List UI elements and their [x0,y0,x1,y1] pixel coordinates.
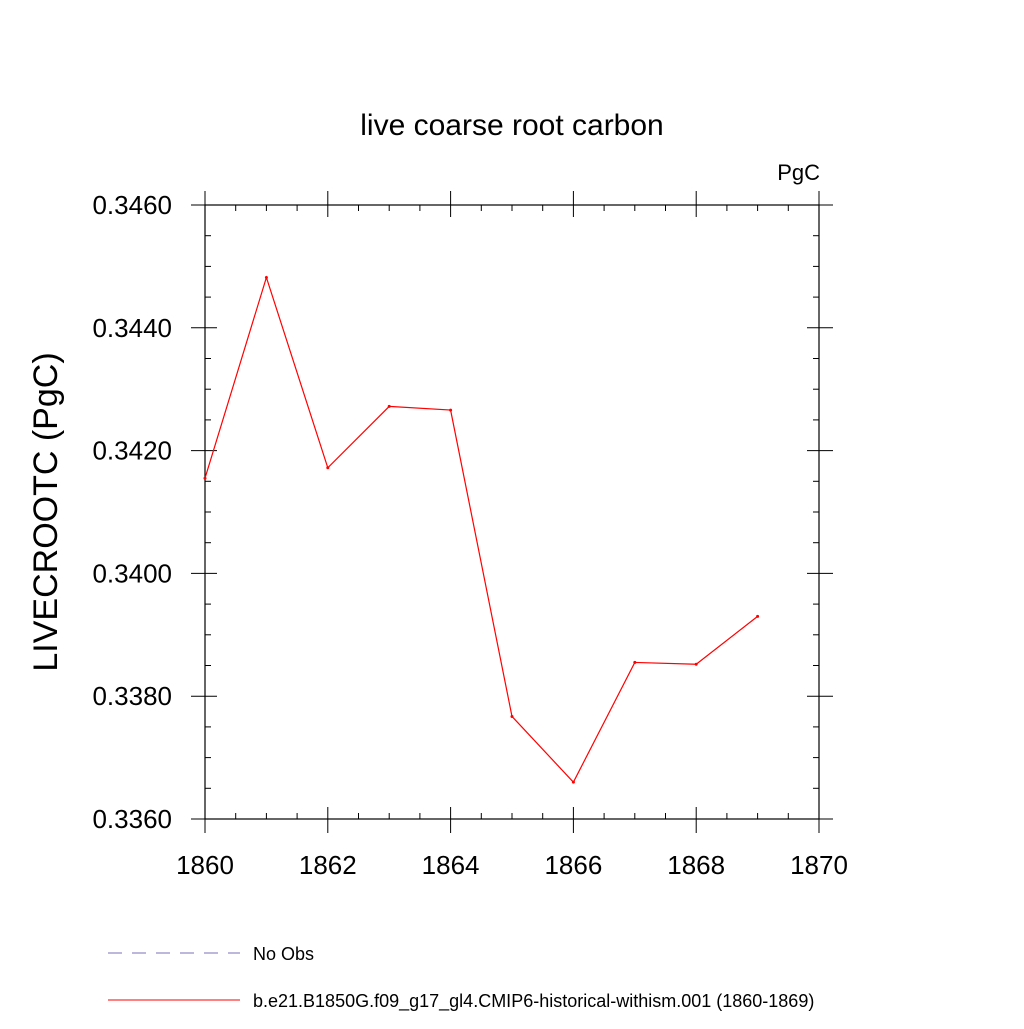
plot-frame [204,204,820,820]
x-tick-label: 1864 [422,850,480,880]
axis-ticks: 1860 1862 1864 1866 1868 1870 0.3360 0.3380 0.34… [92,190,847,880]
y-tick-label: 0.3420 [92,436,172,466]
series-point-0 [756,614,760,618]
series-line-0 [204,275,758,784]
chart-title: live coarse root carbon [360,109,664,142]
series-point-0 [449,408,453,412]
y-axis-label: LIVECROOTC (PgC) [27,352,65,671]
y-tick-label: 0.3380 [92,681,172,711]
series-point-0 [387,404,391,408]
y-tick-label: 0.3400 [92,558,172,588]
series-point-0 [694,662,698,666]
series-point-0 [326,466,330,470]
y-tick-label: 0.3440 [92,313,172,343]
legend: No Obs b.e21.B1850G.f09_g17_gl4.CMIP6-his… [108,944,814,1012]
legend-label: No Obs [253,944,314,964]
x-tick-label: 1862 [299,850,357,880]
legend-label: b.e21.B1850G.f09_g17_gl4.CMIP6-historica… [253,991,814,1012]
y-tick-label: 0.3460 [92,190,172,220]
series-point-0 [633,660,637,664]
series-point-0 [203,476,207,480]
y-tick-label: 0.3360 [92,804,172,834]
series-lines [203,275,760,784]
x-tick-label: 1866 [544,850,602,880]
series-point-0 [264,275,268,279]
series-point-0 [571,780,575,784]
units-label: PgC [777,160,820,185]
series-point-0 [510,714,514,718]
x-tick-label: 1870 [790,850,848,880]
x-tick-label: 1860 [176,850,234,880]
x-tick-label: 1868 [667,850,725,880]
